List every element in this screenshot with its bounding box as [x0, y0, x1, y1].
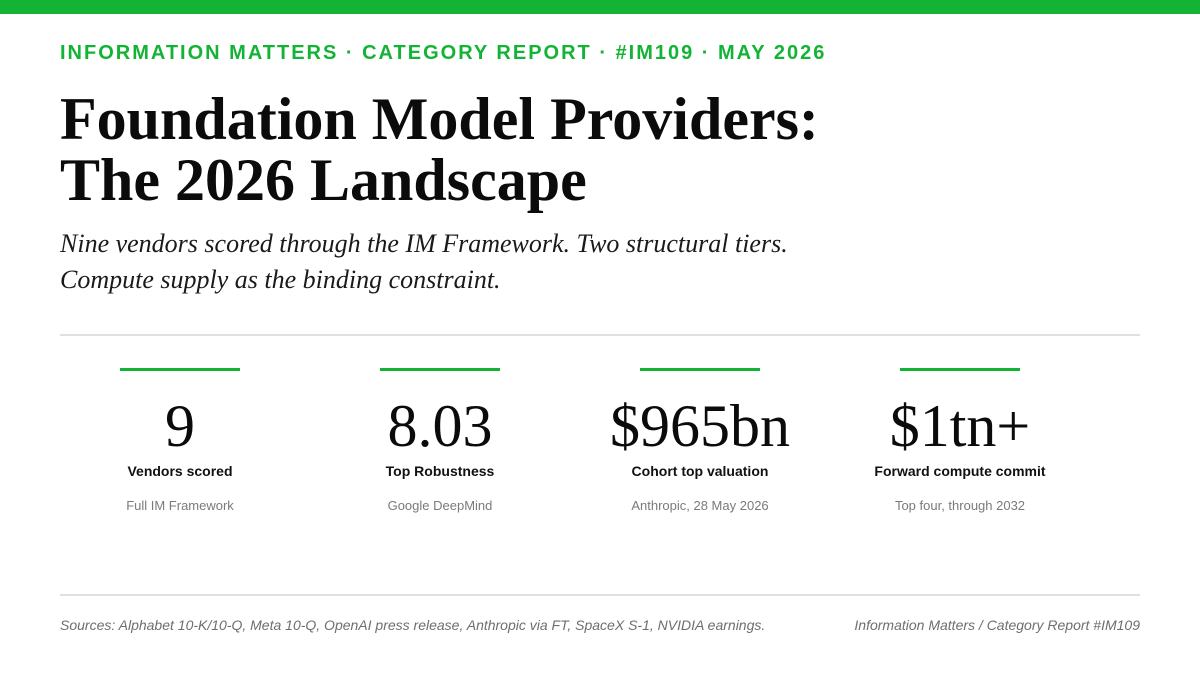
bottom-divider — [60, 594, 1140, 596]
stats-row: 9 Vendors scored Full IM Framework 8.03 … — [60, 368, 1100, 528]
subtitle-line-2: Compute supply as the binding constraint… — [60, 265, 501, 294]
stat-note: Full IM Framework — [126, 498, 234, 513]
subtitle-line-1: Nine vendors scored through the IM Frame… — [60, 229, 788, 258]
stat-vendors-scored: 9 Vendors scored Full IM Framework — [60, 368, 300, 514]
stat-cohort-top-valuation: $965bn Cohort top valuation Anthropic, 2… — [580, 368, 820, 514]
page-subtitle: Nine vendors scored through the IM Frame… — [60, 226, 1060, 298]
stat-label: Cohort top valuation — [631, 463, 769, 479]
stat-value: $965bn — [610, 393, 790, 459]
stat-value: 8.03 — [387, 393, 493, 459]
stat-note: Google DeepMind — [387, 498, 493, 513]
stat-forward-compute-commit: $1tn+ Forward compute commit Top four, t… — [840, 368, 1080, 514]
stat-accent-rule — [120, 368, 240, 371]
stat-accent-rule — [380, 368, 500, 371]
report-kicker: INFORMATION MATTERS · CATEGORY REPORT · … — [60, 42, 827, 64]
stat-note: Top four, through 2032 — [894, 498, 1026, 513]
title-line-1: Foundation Model Providers: — [60, 86, 819, 152]
stat-value: $1tn+ — [889, 393, 1031, 459]
title-line-2: The 2026 Landscape — [60, 147, 587, 213]
page-title: Foundation Model Providers: The 2026 Lan… — [60, 89, 1060, 211]
stat-label: Forward compute commit — [874, 463, 1046, 479]
top-accent-bar — [0, 0, 1200, 14]
stat-label: Top Robustness — [385, 463, 495, 479]
footer-sources: Sources: Alphabet 10-K/10-Q, Meta 10-Q, … — [60, 617, 766, 633]
top-divider — [60, 334, 1140, 336]
stat-accent-rule — [900, 368, 1020, 371]
stat-note: Anthropic, 28 May 2026 — [631, 498, 769, 513]
footer-publication: Information Matters / Category Report #I… — [854, 617, 1140, 633]
stat-accent-rule — [640, 368, 760, 371]
stat-top-robustness: 8.03 Top Robustness Google DeepMind — [320, 368, 560, 514]
stat-value: 9 — [165, 393, 195, 459]
stat-label: Vendors scored — [127, 463, 233, 479]
